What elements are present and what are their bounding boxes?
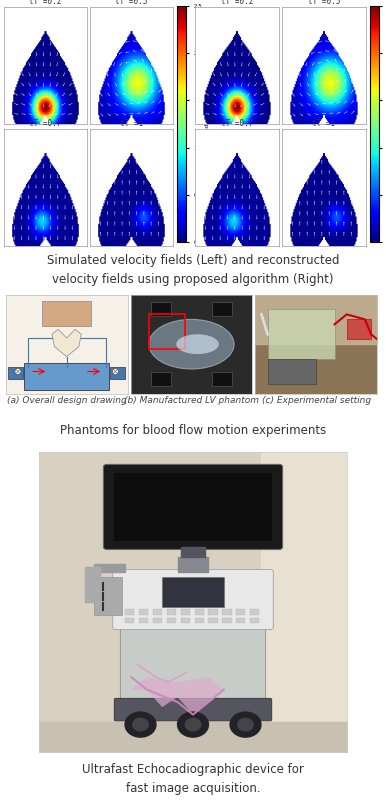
Bar — [181, 618, 190, 623]
Bar — [195, 609, 204, 615]
FancyBboxPatch shape — [114, 698, 272, 721]
Title: tT =0.7: tT =0.7 — [29, 119, 61, 128]
Title: tT =0.2: tT =0.2 — [221, 0, 253, 6]
Bar — [125, 609, 134, 615]
Bar — [151, 372, 171, 386]
Title: tT =0.5: tT =0.5 — [115, 0, 147, 6]
Circle shape — [185, 718, 201, 731]
Circle shape — [125, 712, 156, 737]
Y-axis label: Speed (m/s): Speed (m/s) — [205, 107, 210, 140]
Bar — [8, 366, 23, 379]
Bar — [94, 577, 122, 615]
Ellipse shape — [149, 320, 234, 369]
Bar — [212, 372, 232, 386]
Title: tT =1: tT =1 — [312, 119, 335, 128]
Circle shape — [238, 718, 253, 731]
Text: Ultrafast Echocadiographic device for
fast image acquisition.: Ultrafast Echocadiographic device for fa… — [82, 763, 304, 795]
Bar — [167, 609, 176, 615]
Bar — [267, 309, 335, 359]
Bar — [208, 618, 218, 623]
Bar — [267, 359, 316, 384]
Circle shape — [178, 712, 208, 737]
Polygon shape — [131, 677, 224, 715]
Text: Simulated velocity fields (Left) and reconstructed
velocity fields using propose: Simulated velocity fields (Left) and rec… — [47, 254, 339, 286]
Bar — [153, 609, 162, 615]
Bar — [162, 577, 224, 607]
Title: tT =0.7: tT =0.7 — [221, 119, 253, 128]
Circle shape — [112, 368, 119, 374]
Text: (b) Manufactured LV phantom: (b) Manufactured LV phantom — [124, 396, 259, 405]
Bar — [181, 609, 190, 615]
Bar — [250, 609, 259, 615]
Bar — [167, 618, 176, 623]
Title: tT =0.5: tT =0.5 — [308, 0, 340, 6]
Bar — [236, 609, 245, 615]
Bar — [222, 609, 232, 615]
Bar — [125, 618, 134, 623]
Title: tT =1: tT =1 — [120, 119, 143, 128]
Bar — [212, 303, 232, 316]
Title: tT =0.2: tT =0.2 — [29, 0, 61, 6]
Bar — [149, 315, 185, 349]
Circle shape — [15, 368, 21, 374]
Bar — [139, 618, 148, 623]
FancyBboxPatch shape — [103, 465, 283, 550]
Bar — [347, 320, 371, 339]
Bar — [153, 618, 162, 623]
Bar — [261, 452, 347, 752]
Bar — [151, 303, 171, 316]
Circle shape — [230, 712, 261, 737]
Bar — [139, 609, 148, 615]
Bar — [236, 618, 245, 623]
Bar — [195, 618, 204, 623]
Text: (c) Experimental setting: (c) Experimental setting — [262, 396, 371, 405]
Ellipse shape — [176, 334, 219, 354]
Bar — [24, 363, 109, 390]
Bar — [250, 618, 259, 623]
FancyBboxPatch shape — [113, 570, 273, 629]
Circle shape — [133, 718, 148, 731]
Bar — [42, 301, 91, 325]
Bar — [222, 618, 232, 623]
Bar — [110, 366, 125, 379]
FancyBboxPatch shape — [120, 573, 266, 718]
Text: Phantoms for blood flow motion experiments: Phantoms for blood flow motion experimen… — [60, 424, 326, 437]
Bar — [114, 473, 272, 541]
Text: (a) Overall design drawing: (a) Overall design drawing — [7, 396, 127, 405]
Polygon shape — [52, 329, 81, 357]
Bar — [208, 609, 218, 615]
